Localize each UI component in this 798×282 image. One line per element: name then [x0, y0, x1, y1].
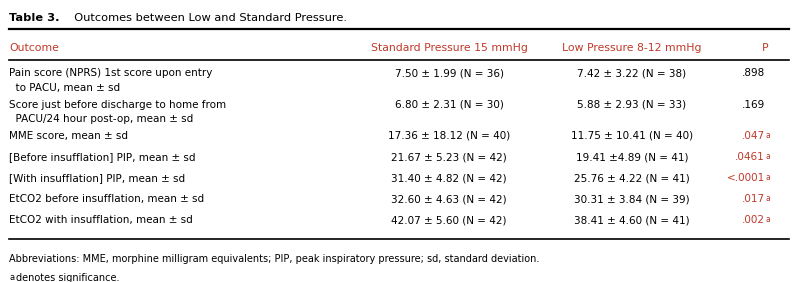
Text: .0461: .0461: [735, 152, 764, 162]
Text: a: a: [765, 131, 770, 140]
Text: .898: .898: [741, 68, 764, 78]
Text: 17.36 ± 18.12 (N = 40): 17.36 ± 18.12 (N = 40): [388, 131, 510, 141]
Text: 30.31 ± 3.84 (N = 39): 30.31 ± 3.84 (N = 39): [575, 194, 689, 204]
Text: EtCO2 with insufflation, mean ± sd: EtCO2 with insufflation, mean ± sd: [10, 215, 193, 225]
Text: 5.88 ± 2.93 (N = 33): 5.88 ± 2.93 (N = 33): [578, 100, 686, 110]
Text: Table 3.: Table 3.: [10, 13, 60, 23]
Text: .169: .169: [741, 100, 764, 110]
Text: Abbreviations: MME, morphine milligram equivalents; PIP, peak inspiratory pressu: Abbreviations: MME, morphine milligram e…: [10, 254, 539, 264]
Text: denotes significance.: denotes significance.: [17, 273, 120, 282]
Text: 38.41 ± 4.60 (N = 41): 38.41 ± 4.60 (N = 41): [575, 215, 689, 225]
Text: to PACU, mean ± sd: to PACU, mean ± sd: [10, 83, 120, 93]
Text: Pain score (NPRS) 1st score upon entry: Pain score (NPRS) 1st score upon entry: [10, 68, 213, 78]
Text: [Before insufflation] PIP, mean ± sd: [Before insufflation] PIP, mean ± sd: [10, 152, 196, 162]
Text: 19.41 ±4.89 (N = 41): 19.41 ±4.89 (N = 41): [575, 152, 688, 162]
Text: a: a: [765, 152, 770, 161]
Text: 6.80 ± 2.31 (N = 30): 6.80 ± 2.31 (N = 30): [395, 100, 504, 110]
Text: a: a: [765, 173, 770, 182]
Text: Low Pressure 8-12 mmHg: Low Pressure 8-12 mmHg: [563, 43, 701, 53]
Text: 7.42 ± 3.22 (N = 38): 7.42 ± 3.22 (N = 38): [578, 68, 686, 78]
Text: a: a: [765, 215, 770, 224]
Text: 11.75 ± 10.41 (N = 40): 11.75 ± 10.41 (N = 40): [571, 131, 693, 141]
Text: MME score, mean ± sd: MME score, mean ± sd: [10, 131, 128, 141]
Text: 31.40 ± 4.82 (N = 42): 31.40 ± 4.82 (N = 42): [391, 173, 507, 183]
Text: .002: .002: [742, 215, 764, 225]
Text: <.0001: <.0001: [726, 173, 764, 183]
Text: .047: .047: [741, 131, 764, 141]
Text: PACU/24 hour post-op, mean ± sd: PACU/24 hour post-op, mean ± sd: [10, 114, 194, 124]
Text: 25.76 ± 4.22 (N = 41): 25.76 ± 4.22 (N = 41): [574, 173, 690, 183]
Text: Score just before discharge to home from: Score just before discharge to home from: [10, 100, 227, 110]
Text: a: a: [765, 194, 770, 203]
Text: .017: .017: [741, 194, 764, 204]
Text: P: P: [761, 43, 768, 53]
Text: Standard Pressure 15 mmHg: Standard Pressure 15 mmHg: [370, 43, 527, 53]
Text: Outcomes between Low and Standard Pressure.: Outcomes between Low and Standard Pressu…: [66, 13, 346, 23]
Text: 7.50 ± 1.99 (N = 36): 7.50 ± 1.99 (N = 36): [394, 68, 504, 78]
Text: EtCO2 before insufflation, mean ± sd: EtCO2 before insufflation, mean ± sd: [10, 194, 204, 204]
Text: 21.67 ± 5.23 (N = 42): 21.67 ± 5.23 (N = 42): [391, 152, 507, 162]
Text: 42.07 ± 5.60 (N = 42): 42.07 ± 5.60 (N = 42): [391, 215, 507, 225]
Text: [With insufflation] PIP, mean ± sd: [With insufflation] PIP, mean ± sd: [10, 173, 185, 183]
Text: Outcome: Outcome: [10, 43, 59, 53]
Text: a: a: [10, 273, 14, 282]
Text: 32.60 ± 4.63 (N = 42): 32.60 ± 4.63 (N = 42): [391, 194, 507, 204]
